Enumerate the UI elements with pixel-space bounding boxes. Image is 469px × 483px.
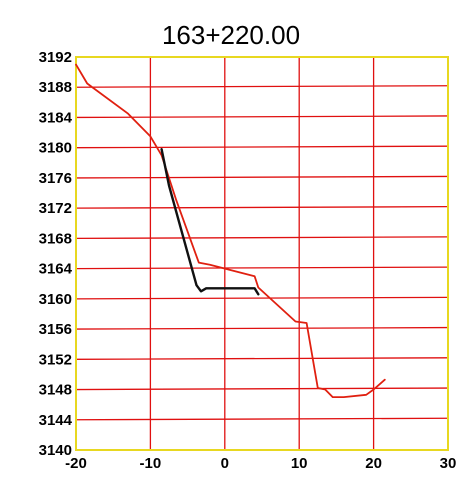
plot-frame xyxy=(75,56,449,451)
h-gridline xyxy=(75,266,449,270)
y-tick-label: 3164 xyxy=(39,261,73,278)
y-tick-label: 3140 xyxy=(39,442,72,459)
y-tick-label: 3148 xyxy=(39,382,72,399)
series-group xyxy=(75,63,386,398)
y-tick-label: 3180 xyxy=(39,140,72,157)
h-gridline xyxy=(75,357,449,360)
y-tick-label: 3160 xyxy=(39,291,72,308)
series-line-design xyxy=(160,148,260,296)
y-tick-label: 3188 xyxy=(39,79,72,96)
h-gridline xyxy=(75,145,449,149)
y-tick-label: 3168 xyxy=(39,230,72,247)
h-gridline xyxy=(75,417,449,421)
h-gridline xyxy=(75,115,449,119)
series-line-ground xyxy=(75,63,386,398)
y-tick-label: 3172 xyxy=(39,200,72,217)
h-gridline xyxy=(75,206,449,209)
chart-title: 163+220.00 xyxy=(162,20,300,50)
x-tick-label: 20 xyxy=(365,455,382,472)
y-tick-label: 3152 xyxy=(39,351,72,368)
y-tick-label: 3156 xyxy=(39,321,72,338)
x-tick-label: 0 xyxy=(221,455,229,472)
x-tick-label: -10 xyxy=(140,455,162,472)
h-gridline xyxy=(75,326,449,330)
x-axis-ticks: -20 -10 0 10 20 30 xyxy=(65,455,456,472)
x-tick-label: 30 xyxy=(440,455,457,472)
plot-border xyxy=(75,56,449,451)
x-tick-label: -20 xyxy=(65,455,87,472)
h-gridline xyxy=(75,175,449,179)
h-gridline xyxy=(75,85,449,88)
y-tick-label: 3144 xyxy=(39,412,73,429)
y-tick-label: 3184 xyxy=(39,109,73,126)
h-gridline xyxy=(75,296,449,300)
y-axis-ticks: 3192 3188 3184 3180 3176 3172 3168 3164 3160 3156… xyxy=(39,49,73,459)
y-tick-label: 3192 xyxy=(39,49,72,66)
x-tick-label: 10 xyxy=(291,455,308,472)
h-gridline xyxy=(75,236,449,240)
y-tick-label: 3176 xyxy=(39,170,72,187)
grid xyxy=(75,57,449,450)
h-gridline xyxy=(75,387,449,391)
